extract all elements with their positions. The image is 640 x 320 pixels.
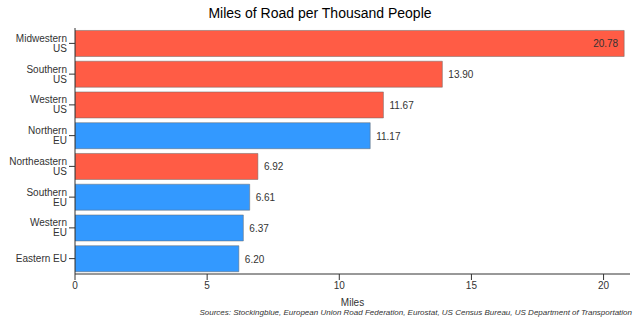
svg-text:NortheasternUS: NortheasternUS [9,156,67,177]
svg-text:SouthernEU: SouthernEU [26,187,67,208]
svg-text:WesternEU: WesternEU [30,217,67,238]
html-text:Sources: Stockingblue, Europea: Sources: Stockingblue, European Union Ro… [199,308,632,317]
svg-text:5: 5 [204,280,210,291]
svg-text:MidwesternUS: MidwesternUS [16,33,67,54]
svg-text:Miles: Miles [341,297,364,308]
svg-text:6.92: 6.92 [264,161,284,172]
svg-text:6.37: 6.37 [249,223,269,234]
svg-text:15: 15 [466,280,478,291]
svg-text:10: 10 [334,280,346,291]
svg-text:13.90: 13.90 [448,69,473,80]
svg-text:WesternUS: WesternUS [30,94,67,115]
svg-text:20.78: 20.78 [593,38,618,49]
svg-text:NorthernEU: NorthernEU [28,125,67,146]
html-text:Miles of Road per Thousand Peo: Miles of Road per Thousand People [208,5,432,21]
svg-text:11.17: 11.17 [376,131,401,142]
svg-text:SouthernUS: SouthernUS [26,64,67,85]
svg-text:20: 20 [598,280,610,291]
svg-text:11.67: 11.67 [389,100,414,111]
svg-text:Eastern EU: Eastern EU [16,253,67,264]
svg-text:6.20: 6.20 [245,254,265,265]
svg-text:0: 0 [72,280,78,291]
svg-text:6.61: 6.61 [256,192,276,203]
